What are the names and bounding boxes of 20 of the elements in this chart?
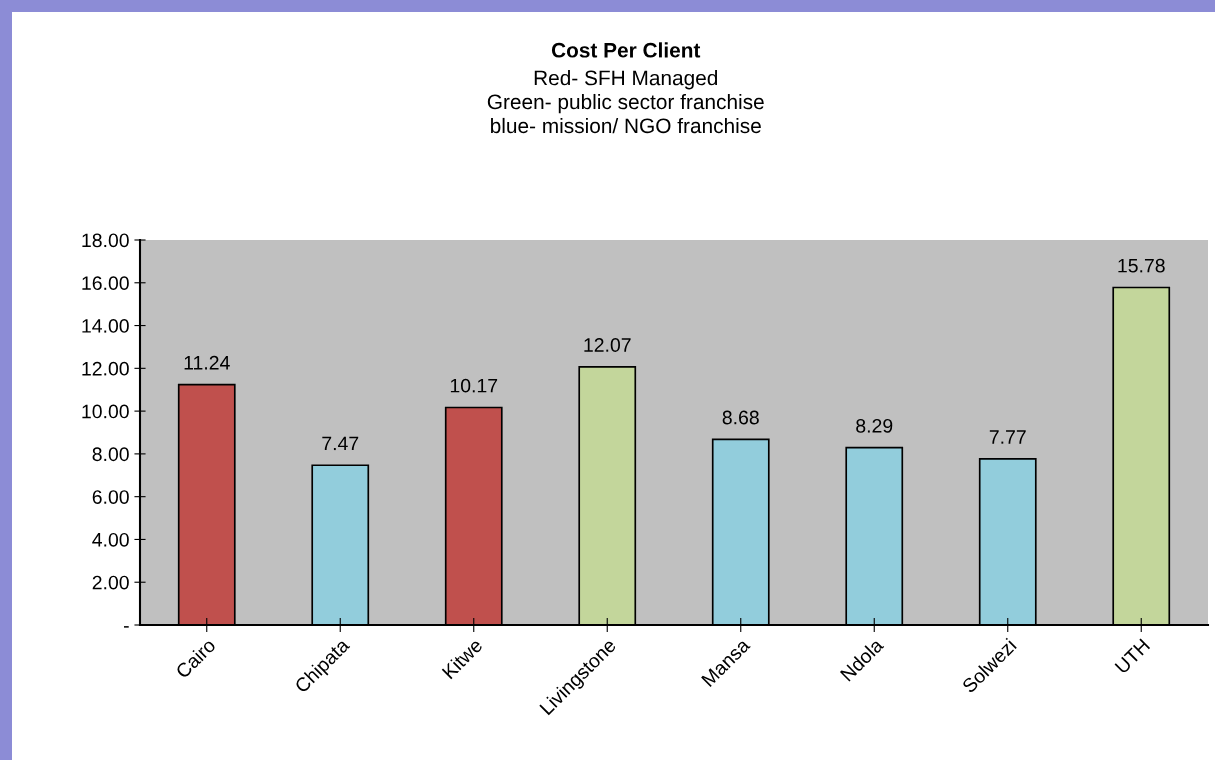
data-label: 15.78 bbox=[1118, 258, 1165, 273]
data-label: 7.77 bbox=[989, 430, 1026, 444]
chart-subtitle: Red- SFH Managed Green- public sector franchise blue- mission/ NGO franchise bbox=[487, 70, 764, 134]
y-tick-label: 4.00 bbox=[92, 532, 129, 547]
y-tick-label: 18.00 bbox=[82, 233, 129, 248]
y-tick-label: 2.00 bbox=[92, 575, 129, 590]
y-tick-label: 6.00 bbox=[92, 490, 129, 504]
y-tick-label: - bbox=[123, 626, 129, 628]
data-label: 8.29 bbox=[856, 418, 893, 433]
y-tick-label: 8.00 bbox=[92, 447, 129, 462]
y-tick-label: 10.00 bbox=[82, 404, 129, 419]
chart-title: Cost Per Client bbox=[551, 42, 701, 58]
data-label: 10.17 bbox=[450, 378, 498, 393]
y-tick-label: 12.00 bbox=[82, 361, 129, 376]
data-label: 12.07 bbox=[584, 338, 631, 352]
y-tick-label: 16.00 bbox=[82, 276, 129, 291]
data-label: 8.68 bbox=[722, 410, 759, 425]
data-label: 11.24 bbox=[184, 355, 230, 370]
data-label: 7.47 bbox=[322, 436, 359, 451]
y-tick-label: 14.00 bbox=[82, 319, 129, 333]
